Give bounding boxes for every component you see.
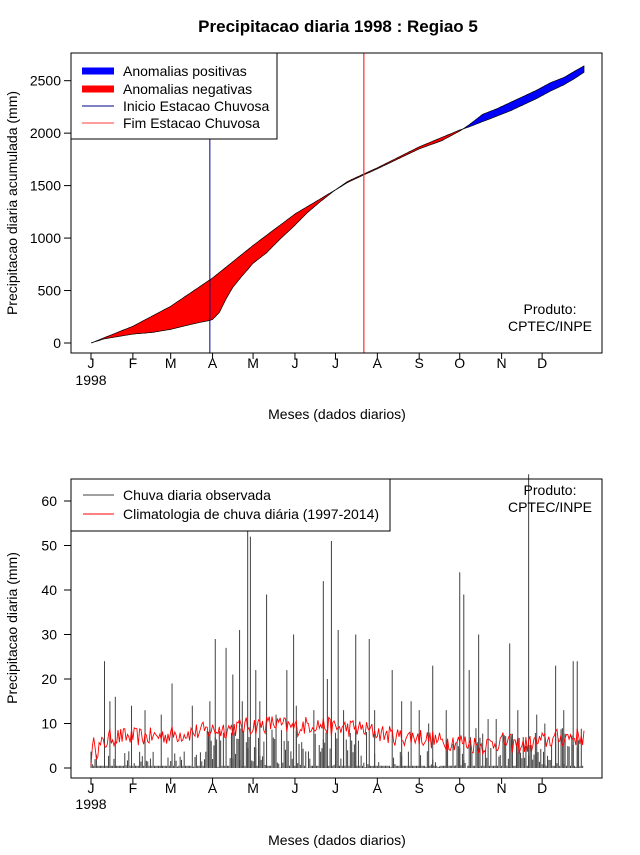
daily-x-tick-label: S <box>415 780 424 796</box>
accumulated-x-tick-label: A <box>208 355 218 371</box>
accumulated-y-tick-label: 0 <box>53 335 61 351</box>
negative-anomaly-area <box>92 127 465 344</box>
daily-x-tick-label: J <box>291 780 298 796</box>
daily-x-tick-label: A <box>373 780 383 796</box>
accumulated-y-axis: 0 500 1000 1500 2000 2500 <box>30 73 71 351</box>
daily-x-axis-year: 1998 <box>75 796 106 812</box>
legend-label-climatology: Climatologia de chuva diária (1997-2014) <box>123 506 379 522</box>
accumulated-x-tick-label: J <box>291 355 298 371</box>
accumulated-x-tick-label: J <box>332 355 339 371</box>
daily-x-tick-label: O <box>454 780 465 796</box>
daily-x-tick-label: D <box>537 780 547 796</box>
accumulated-y-tick-label: 2000 <box>30 125 61 141</box>
accumulated-x-tick-label: F <box>129 355 138 371</box>
accumulated-y-tick-label: 500 <box>38 283 62 299</box>
daily-y-tick-label: 60 <box>41 493 57 509</box>
daily-y-tick-label: 20 <box>41 671 57 687</box>
daily-plot-area <box>90 474 585 768</box>
accumulated-plot-box <box>70 52 603 354</box>
daily-x-tick-label: A <box>208 780 218 796</box>
accumulated-x-tick-label: O <box>454 355 465 371</box>
daily-x-tick-label: F <box>129 780 138 796</box>
daily-chart: 0 10 20 30 40 50 60 J F M A M J J A S O N D 1998 Meses (d… <box>4 474 603 848</box>
legend-label-end: Fim Estacao Chuvosa <box>123 115 260 131</box>
daily-x-tick-label: M <box>165 780 177 796</box>
daily-y-tick-label: 40 <box>41 582 57 598</box>
accumulated-y-tick-label: 1500 <box>30 178 61 194</box>
daily-y-tick-label: 0 <box>49 760 57 776</box>
daily-y-tick-label: 30 <box>41 627 57 643</box>
accumulated-x-axis-year: 1998 <box>75 372 106 388</box>
accumulated-plot-area <box>90 53 585 353</box>
accumulated-y-tick-label: 1000 <box>30 230 61 246</box>
accumulated-x-tick-label: M <box>165 355 177 371</box>
legend-label-positive: Anomalias positivas <box>123 63 247 79</box>
accumulated-x-tick-label: J <box>88 355 95 371</box>
daily-y-axis: 0 10 20 30 40 50 60 <box>41 493 71 776</box>
daily-x-tick-label: J <box>332 780 339 796</box>
chart-title: Precipitacao diaria 1998 : Regiao 5 <box>198 17 478 36</box>
accumulated-x-tick-label: D <box>537 355 547 371</box>
accumulated-x-tick-label: M <box>247 355 259 371</box>
accumulated-y-axis-label: Precipitacao diaria acumulada (mm) <box>4 91 20 315</box>
daily-legend: Chuva diaria observada Climatologia de c… <box>70 478 391 532</box>
accumulated-y-tick-label: 2500 <box>30 73 61 89</box>
daily-y-tick-label: 50 <box>41 538 57 554</box>
daily-product-label: Produto: <box>524 482 577 498</box>
legend-label-start: Inicio Estacao Chuvosa <box>123 98 270 114</box>
legend-label-negative: Anomalias negativas <box>123 81 252 97</box>
accumulated-chart: 0 500 1000 1500 2000 2500 J F M A M J J A S O N D 1998 M… <box>4 52 603 422</box>
accumulated-x-tick-label: S <box>415 355 424 371</box>
accumulated-x-tick-label: A <box>373 355 383 371</box>
daily-x-axis-label: Meses (dados diarios) <box>268 832 406 848</box>
legend-label-observed: Chuva diaria observada <box>123 487 271 503</box>
observed-rain-series <box>90 474 584 768</box>
daily-y-axis-label: Precipitacao diaria (mm) <box>4 552 20 704</box>
daily-legend-box <box>70 478 391 532</box>
accumulated-legend: Anomalias positivas Anomalias negativas … <box>70 52 278 140</box>
accumulated-x-tick-label: N <box>497 355 507 371</box>
daily-x-tick-label: N <box>497 780 507 796</box>
positive-anomaly-area <box>463 65 585 130</box>
daily-y-tick-label: 10 <box>41 716 57 732</box>
climatology-line <box>90 716 585 766</box>
accumulated-x-axis-label: Meses (dados diarios) <box>268 406 406 422</box>
daily-product-source: CPTEC/INPE <box>508 499 592 515</box>
accumulated-product-label: Produto: <box>524 301 577 317</box>
accumulated-product-source: CPTEC/INPE <box>508 318 592 334</box>
accumulated-legend-box <box>70 52 278 140</box>
daily-x-tick-label: J <box>88 780 95 796</box>
daily-x-tick-label: M <box>247 780 259 796</box>
